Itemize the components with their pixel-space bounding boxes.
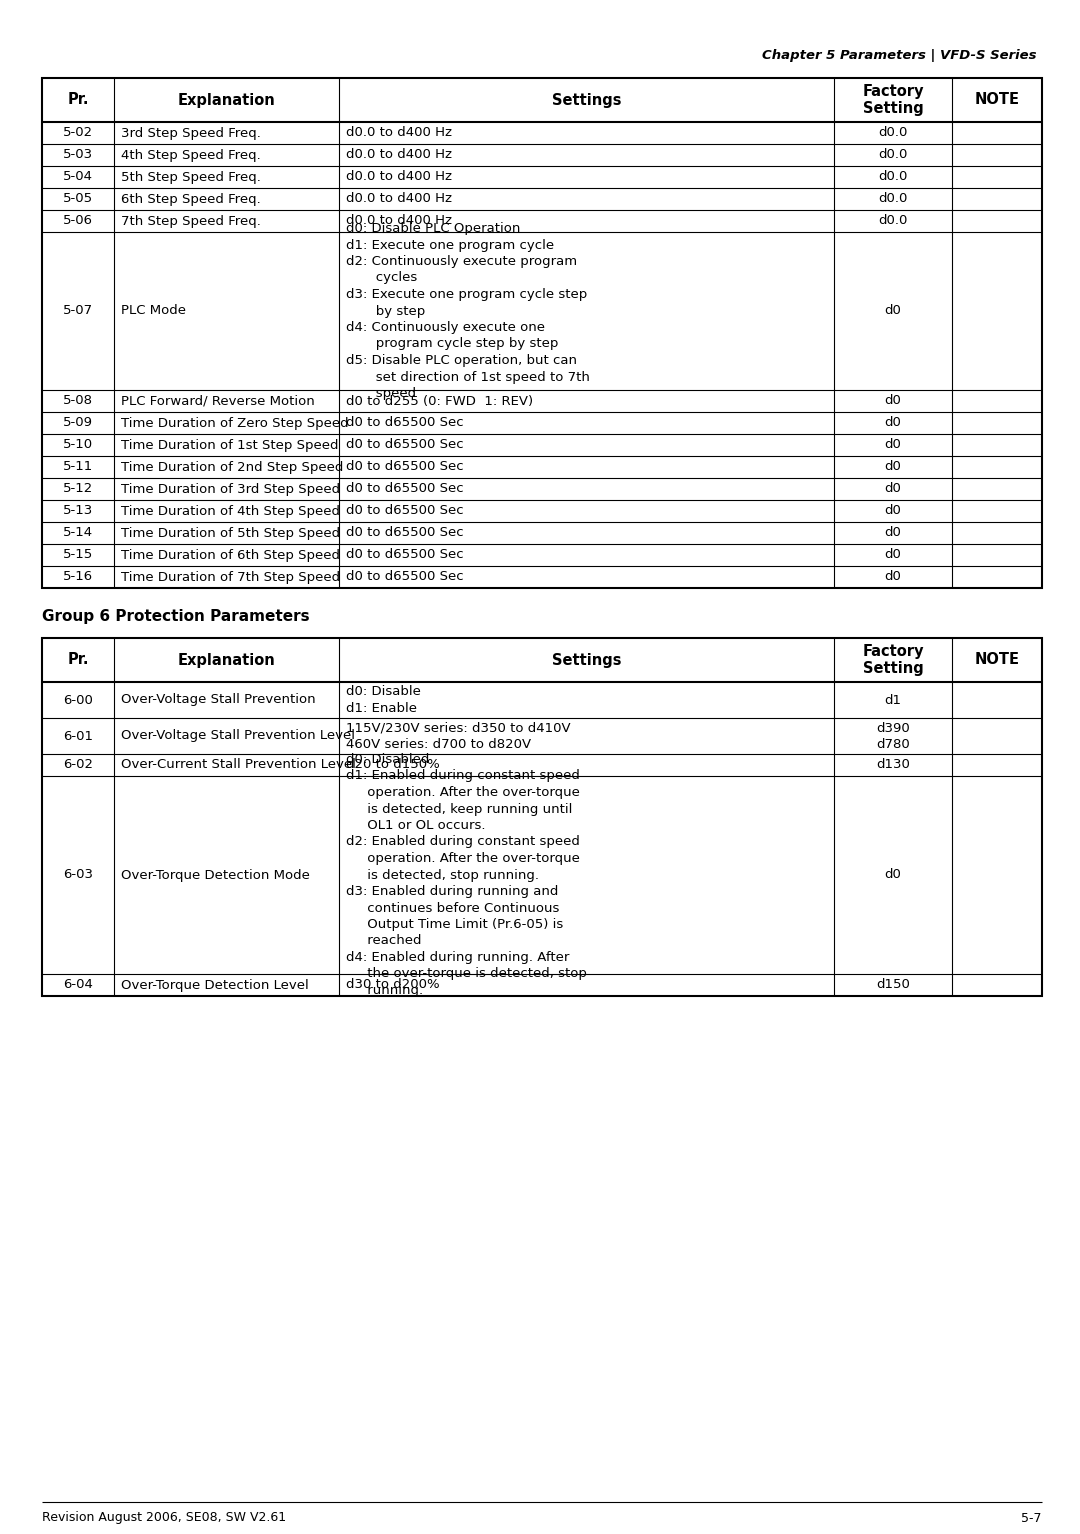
Text: Revision August 2006, SE08, SW V2.61: Revision August 2006, SE08, SW V2.61	[42, 1511, 286, 1525]
Text: Pr.: Pr.	[67, 92, 89, 107]
Text: Time Duration of 5th Step Speed: Time Duration of 5th Step Speed	[121, 526, 340, 540]
Text: Factory
Setting: Factory Setting	[862, 84, 923, 117]
Text: 5-03: 5-03	[63, 149, 93, 161]
Text: Explanation: Explanation	[177, 92, 275, 107]
Text: d0 to d65500 Sec: d0 to d65500 Sec	[346, 505, 463, 517]
Text: d0 to d65500 Sec: d0 to d65500 Sec	[346, 549, 463, 561]
Text: d0.0: d0.0	[878, 149, 907, 161]
Text: d0 to d65500 Sec: d0 to d65500 Sec	[346, 417, 463, 430]
Text: d0.0 to d400 Hz: d0.0 to d400 Hz	[346, 149, 453, 161]
Text: d0: Disabled
d1: Enabled during constant speed
     operation. After the over-to: d0: Disabled d1: Enabled during constant…	[346, 753, 586, 997]
Text: Settings: Settings	[552, 652, 621, 667]
Text: d0: d0	[885, 505, 902, 517]
Text: d0 to d65500 Sec: d0 to d65500 Sec	[346, 526, 463, 540]
Text: 5-16: 5-16	[63, 571, 93, 583]
Text: Over-Voltage Stall Prevention: Over-Voltage Stall Prevention	[121, 693, 315, 707]
Text: d20 to d150%: d20 to d150%	[346, 758, 440, 772]
Text: Time Duration of 6th Step Speed: Time Duration of 6th Step Speed	[121, 549, 340, 561]
Text: 5-11: 5-11	[63, 460, 93, 474]
Text: d390
d780: d390 d780	[876, 721, 909, 750]
Text: NOTE: NOTE	[974, 652, 1020, 667]
Text: d0: Disable PLC Operation
d1: Execute one program cycle
d2: Continuously execute: d0: Disable PLC Operation d1: Execute on…	[346, 222, 590, 400]
Text: Over-Voltage Stall Prevention Level: Over-Voltage Stall Prevention Level	[121, 730, 355, 742]
Text: Over-Torque Detection Mode: Over-Torque Detection Mode	[121, 868, 310, 882]
Text: d0 to d65500 Sec: d0 to d65500 Sec	[346, 483, 463, 495]
Text: d0.0: d0.0	[878, 170, 907, 184]
Text: 5-7: 5-7	[1022, 1511, 1042, 1525]
Text: Time Duration of 4th Step Speed: Time Duration of 4th Step Speed	[121, 505, 340, 517]
Text: d0: d0	[885, 868, 902, 882]
Text: 115V/230V series: d350 to d410V
460V series: d700 to d820V: 115V/230V series: d350 to d410V 460V ser…	[346, 721, 570, 750]
Text: d30 to d200%: d30 to d200%	[346, 979, 440, 991]
Text: 5-02: 5-02	[63, 126, 93, 140]
Text: 6-02: 6-02	[63, 758, 93, 772]
Text: PLC Mode: PLC Mode	[121, 305, 186, 318]
Text: NOTE: NOTE	[974, 92, 1020, 107]
Text: d0: Disable
d1: Enable: d0: Disable d1: Enable	[346, 686, 421, 715]
Text: 5-08: 5-08	[63, 394, 93, 408]
Text: d0: d0	[885, 417, 902, 430]
Text: 5-10: 5-10	[63, 439, 93, 451]
Text: d0.0: d0.0	[878, 215, 907, 227]
Text: d0: d0	[885, 460, 902, 474]
Text: 5-07: 5-07	[63, 305, 93, 318]
Text: 6-04: 6-04	[63, 979, 93, 991]
Text: 6-00: 6-00	[63, 693, 93, 707]
Text: d150: d150	[876, 979, 910, 991]
Text: d0: d0	[885, 571, 902, 583]
Bar	[42, 638, 1042, 996]
Text: 5-15: 5-15	[63, 549, 93, 561]
Text: d0 to d255 (0: FWD  1: REV): d0 to d255 (0: FWD 1: REV)	[346, 394, 534, 408]
Text: 6-01: 6-01	[63, 730, 93, 742]
Text: Factory
Setting: Factory Setting	[862, 644, 923, 676]
Text: 7th Step Speed Freq.: 7th Step Speed Freq.	[121, 215, 261, 227]
Text: Time Duration of 3rd Step Speed: Time Duration of 3rd Step Speed	[121, 483, 340, 495]
Text: Over-Torque Detection Level: Over-Torque Detection Level	[121, 979, 309, 991]
Text: Explanation: Explanation	[177, 652, 275, 667]
Text: d0: d0	[885, 549, 902, 561]
Text: d0.0: d0.0	[878, 126, 907, 140]
Text: 5-12: 5-12	[63, 483, 93, 495]
Text: 5-05: 5-05	[63, 192, 93, 206]
Text: d0: d0	[885, 394, 902, 408]
Text: 5-04: 5-04	[63, 170, 93, 184]
Text: d130: d130	[876, 758, 910, 772]
Text: d0.0 to d400 Hz: d0.0 to d400 Hz	[346, 170, 453, 184]
Text: d0.0 to d400 Hz: d0.0 to d400 Hz	[346, 192, 453, 206]
Text: d0.0 to d400 Hz: d0.0 to d400 Hz	[346, 215, 453, 227]
Text: 5-09: 5-09	[63, 417, 93, 430]
Text: d0: d0	[885, 305, 902, 318]
Text: Pr.: Pr.	[67, 652, 89, 667]
Text: 6th Step Speed Freq.: 6th Step Speed Freq.	[121, 192, 260, 206]
Text: Settings: Settings	[552, 92, 621, 107]
Text: Over-Current Stall Prevention Level: Over-Current Stall Prevention Level	[121, 758, 356, 772]
Text: 3rd Step Speed Freq.: 3rd Step Speed Freq.	[121, 126, 261, 140]
Text: d0.0 to d400 Hz: d0.0 to d400 Hz	[346, 126, 453, 140]
Text: PLC Forward/ Reverse Motion: PLC Forward/ Reverse Motion	[121, 394, 314, 408]
Text: d0 to d65500 Sec: d0 to d65500 Sec	[346, 439, 463, 451]
Text: Time Duration of 7th Step Speed: Time Duration of 7th Step Speed	[121, 571, 340, 583]
Bar	[42, 78, 1042, 588]
Text: Chapter 5 Parameters | VFD-S Series: Chapter 5 Parameters | VFD-S Series	[762, 49, 1037, 61]
Text: d0: d0	[885, 483, 902, 495]
Text: d0 to d65500 Sec: d0 to d65500 Sec	[346, 571, 463, 583]
Text: d0: d0	[885, 439, 902, 451]
Text: 4th Step Speed Freq.: 4th Step Speed Freq.	[121, 149, 260, 161]
Text: 5th Step Speed Freq.: 5th Step Speed Freq.	[121, 170, 261, 184]
Text: d0: d0	[885, 526, 902, 540]
Text: 5-06: 5-06	[63, 215, 93, 227]
Text: d0.0: d0.0	[878, 192, 907, 206]
Text: Time Duration of 2nd Step Speed: Time Duration of 2nd Step Speed	[121, 460, 343, 474]
Text: 6-03: 6-03	[63, 868, 93, 882]
Text: 5-13: 5-13	[63, 505, 93, 517]
Text: Group 6 Protection Parameters: Group 6 Protection Parameters	[42, 609, 310, 623]
Text: Time Duration of Zero Step Speed: Time Duration of Zero Step Speed	[121, 417, 349, 430]
Text: Time Duration of 1st Step Speed: Time Duration of 1st Step Speed	[121, 439, 338, 451]
Text: 5-14: 5-14	[63, 526, 93, 540]
Text: d0 to d65500 Sec: d0 to d65500 Sec	[346, 460, 463, 474]
Text: d1: d1	[885, 693, 902, 707]
